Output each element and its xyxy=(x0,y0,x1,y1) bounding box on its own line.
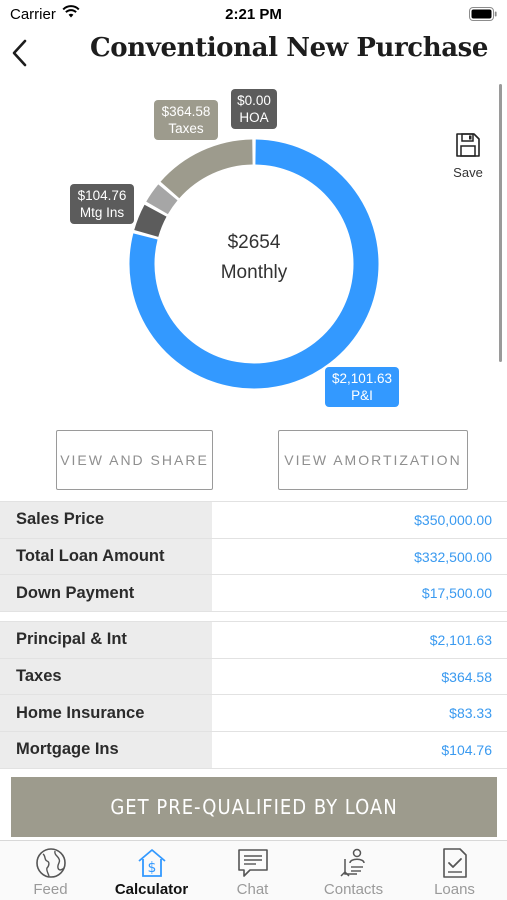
tab-contacts[interactable]: Contacts xyxy=(303,841,404,900)
tab-label: Feed xyxy=(33,881,68,898)
pi-callout: $2,101.63 P&I xyxy=(325,367,399,407)
row-value: $104.76 xyxy=(441,741,492,758)
contacts-icon xyxy=(303,846,404,880)
table-row: Home Insurance $83.33 xyxy=(0,695,507,733)
donut-slice-mtg-ins xyxy=(134,204,167,238)
mtg-ins-callout-amount: $104.76 xyxy=(77,188,127,203)
globe-icon xyxy=(0,846,101,880)
tab-label: Chat xyxy=(236,881,269,898)
donut-slice-home-insurance xyxy=(146,184,178,215)
taxes-callout-name: Taxes xyxy=(168,121,204,136)
monthly-total: $2654 xyxy=(227,232,281,253)
monthly-label: Monthly xyxy=(220,262,288,283)
mtg-ins-callout-name: Mtg Ins xyxy=(79,205,125,220)
taxes-callout: $364.58 Taxes xyxy=(154,100,218,140)
loans-icon xyxy=(404,846,505,880)
tab-chat[interactable]: Chat xyxy=(202,841,303,900)
tab-loans[interactable]: Loans xyxy=(404,841,505,900)
hoa-callout: $0.00 HOA xyxy=(231,89,277,129)
table-row: Mortgage Ins $104.76 xyxy=(0,732,507,769)
row-label: Home Insurance xyxy=(0,695,212,732)
loan-summary-table: Sales Price $350,000.00 Total Loan Amoun… xyxy=(0,501,507,613)
table-row: Sales Price $350,000.00 xyxy=(0,502,507,539)
battery-icon xyxy=(469,7,497,26)
donut-slice-p-i xyxy=(129,139,379,389)
row-value: $17,500.00 xyxy=(421,585,492,602)
table-row: Principal & Int $2,101.63 xyxy=(0,622,507,659)
chat-icon xyxy=(202,846,303,880)
table-row: Total Loan Amount $332,500.00 xyxy=(0,538,507,576)
svg-text:$: $ xyxy=(147,860,156,876)
page-title: Conventional New Purchase xyxy=(90,33,489,63)
status-bar: Carrier 2:21 PM xyxy=(0,0,507,30)
tab-label: Contacts xyxy=(323,881,384,898)
row-value: $364.58 xyxy=(441,668,492,685)
row-label: Mortgage Ins xyxy=(0,732,212,768)
donut-chart xyxy=(129,139,379,389)
row-label: Down Payment xyxy=(0,575,212,612)
calculator-house-icon: $ xyxy=(101,846,202,880)
tab-calculator[interactable]: $ Calculator xyxy=(101,841,202,900)
save-button[interactable]: Save xyxy=(450,132,486,180)
row-label: Total Loan Amount xyxy=(0,538,212,575)
table-row: Taxes $364.58 xyxy=(0,658,507,696)
pi-callout-amount: $2,101.63 xyxy=(331,371,393,386)
pi-callout-name: P&I xyxy=(351,388,373,403)
mtg-ins-callout: $104.76 Mtg Ins xyxy=(70,184,134,224)
tab-bar: Feed $ Calculator Chat xyxy=(0,840,507,900)
row-label: Principal & Int xyxy=(0,622,212,658)
table-row: Down Payment $17,500.00 xyxy=(0,575,507,613)
view-and-share-button[interactable]: VIEW AND SHARE xyxy=(56,430,213,490)
row-value: $332,500.00 xyxy=(414,548,492,565)
back-chevron-icon[interactable] xyxy=(10,38,36,68)
carrier-name: Carrier xyxy=(10,6,56,23)
wifi-icon xyxy=(62,5,80,24)
row-label: Sales Price xyxy=(0,502,212,538)
view-amortization-button[interactable]: VIEW AMORTIZATION xyxy=(278,430,468,490)
save-label: Save xyxy=(453,165,483,180)
row-value: $2,101.63 xyxy=(429,631,492,648)
taxes-callout-amount: $364.58 xyxy=(161,104,211,119)
donut-slice-taxes xyxy=(160,139,253,199)
tab-feed[interactable]: Feed xyxy=(0,841,101,900)
floppy-disk-icon xyxy=(455,133,481,162)
tab-label: Calculator xyxy=(114,881,189,898)
row-value: $83.33 xyxy=(449,705,492,722)
row-value: $350,000.00 xyxy=(414,511,492,528)
row-label: Taxes xyxy=(0,658,212,695)
tab-label: Loans xyxy=(434,881,475,898)
clock: 2:21 PM xyxy=(225,6,282,23)
payment-chart: $2654 Monthly $0.00 HOA $364.58 Taxes $1… xyxy=(0,80,507,420)
hoa-callout-amount: $0.00 xyxy=(237,93,271,108)
get-prequalified-button[interactable]: GET PRE-QUALIFIED BY LOAN xyxy=(11,777,497,837)
scroll-indicator[interactable] xyxy=(499,84,502,362)
payment-breakdown-table: Principal & Int $2,101.63 Taxes $364.58 … xyxy=(0,621,507,769)
hoa-callout-name: HOA xyxy=(239,110,269,125)
navigation-bar: Conventional New Purchase xyxy=(0,30,507,76)
